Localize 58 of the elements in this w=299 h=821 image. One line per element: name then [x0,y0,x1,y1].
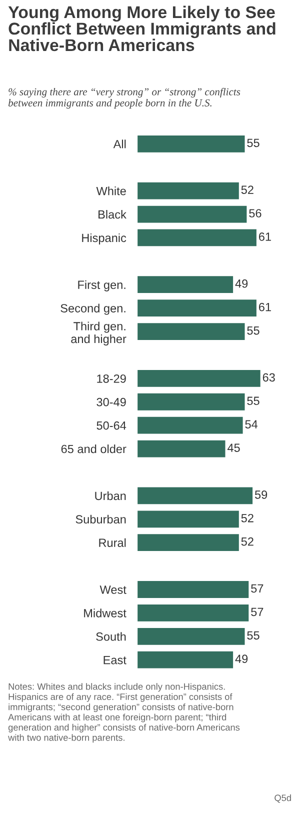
bar [138,628,245,645]
y-tick-label: West [100,586,126,594]
y-tick-label: South [96,632,126,641]
data-label: 61 [258,232,271,241]
y-tick-label: Suburban [76,514,126,524]
y-tick-label: First gen. [78,280,126,292]
y-tick-label: Second gen. [60,304,126,315]
data-label: 55 [247,396,260,406]
text: Notes: Whites and blacks include only non-Hispanics. Hispanics are of any race. “First generation” consists of immigrants; “second generation” consists of native-born Americans with at least one foreign-born parent; “third generation and higher” consists of native-born Americans with two native-born parents. [8,683,240,743]
bar [138,206,247,223]
data-label: 59 [254,490,268,499]
chart-subtitle: % saying there are “very strong” or “strong” conflicts between immigrants and people born in the U.S. [8,88,240,109]
bar [138,534,239,552]
bar [138,440,226,458]
y-tick-label: East [104,656,126,664]
y-tick-label: Black [98,210,126,219]
bar [138,276,234,294]
y-tick-label: Rural [99,538,126,547]
text: Q5d [274,794,291,803]
bar [138,300,256,317]
y-tick-label: Urban [95,491,126,500]
y-tick-label: Hispanic [82,233,126,244]
y-tick-label: Third gen. and higher [71,322,126,346]
data-label: 63 [262,373,275,382]
bar [138,651,234,668]
y-tick-label: All [113,140,126,148]
chart-title: Young Among More Likely to See Conflict Between Immigrants and Native-Born Americans [8,6,276,52]
data-label: 61 [258,302,271,312]
bar [138,393,245,410]
bar [138,416,243,434]
bar [138,323,245,340]
bar [138,229,256,246]
data-label: 52 [241,514,254,522]
y-tick-label: 18-29 [97,374,126,383]
data-label: 52 [241,537,254,546]
data-label: 54 [245,420,258,428]
data-label: 55 [247,631,260,640]
bar [138,182,239,200]
y-tick-label: White [96,186,126,196]
bar [138,581,249,598]
data-label: 49 [235,654,248,664]
data-label: 45 [227,444,240,452]
y-tick-label: 50-64 [96,421,126,430]
data-label: 57 [251,608,264,616]
bar [138,135,245,152]
y-tick-label: Midwest [84,608,126,618]
bar [138,604,249,622]
data-label: 52 [241,186,254,194]
bar [138,487,253,504]
bar [138,510,239,528]
data-label: 56 [249,209,262,218]
data-label: 49 [235,279,248,288]
y-tick-label: 30-49 [96,398,126,406]
data-label: 57 [251,584,264,593]
y-tick-label: 65 and older [61,444,126,454]
data-label: 55 [247,138,260,148]
data-label: 55 [247,326,260,335]
bar [138,370,260,387]
